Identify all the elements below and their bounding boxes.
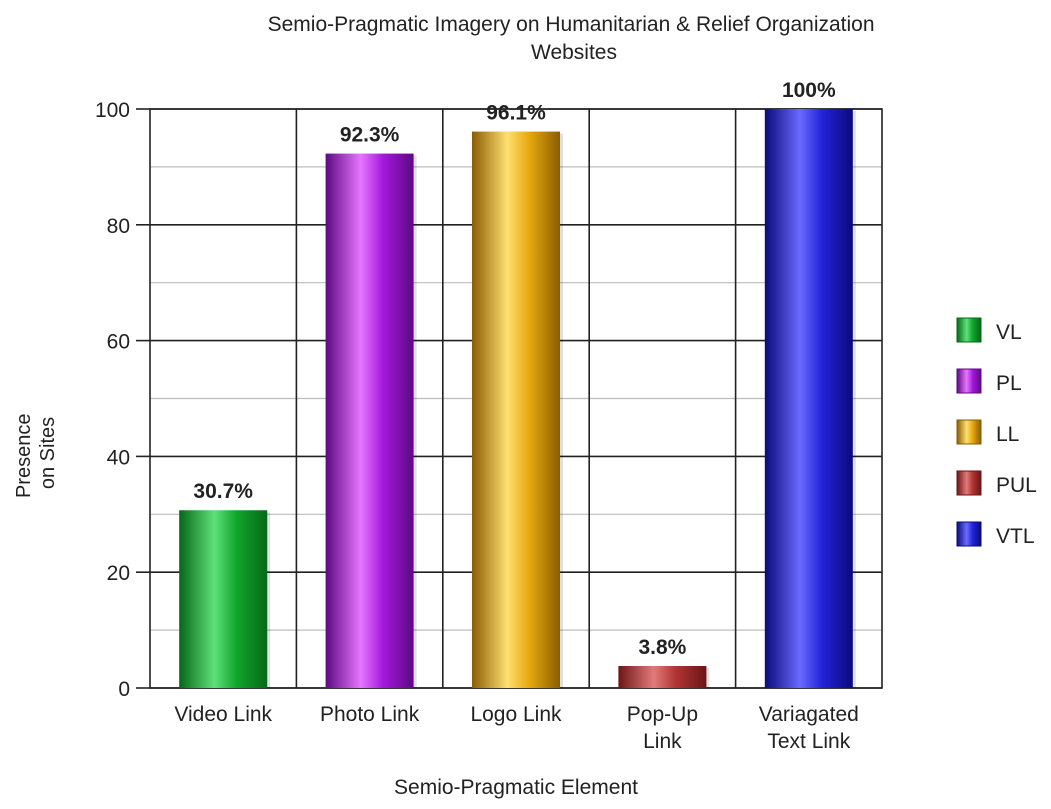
x-axis-label: Semio-Pragmatic Element xyxy=(394,776,638,799)
y-tick-label: 80 xyxy=(107,215,130,238)
chart-title-line-2: Websites xyxy=(531,41,617,64)
y-axis-label-line-2: on Sites xyxy=(37,417,59,489)
x-tick-label: Variagated xyxy=(759,703,859,726)
chart-title-line-1: Semio-Pragmatic Imagery on Humanitarian … xyxy=(268,13,875,36)
legend-swatch-pul xyxy=(956,470,982,496)
legend-label: VTL xyxy=(996,525,1035,548)
data-label: 30.7% xyxy=(193,480,253,503)
x-tick-label: Link xyxy=(643,730,682,753)
x-tick-label: Photo Link xyxy=(320,703,420,726)
axes: 0 20 40 60 80 100 Video Link Photo Link Logo Lin… xyxy=(95,99,859,753)
y-axis-label: Presence on Sites xyxy=(13,408,59,498)
bar-pl xyxy=(325,153,414,688)
y-tick-label: 100 xyxy=(95,99,130,122)
chart-title: Semio-Pragmatic Imagery on Humanitarian … xyxy=(268,13,881,64)
y-tick-label: 60 xyxy=(107,331,130,354)
legend-label: VL xyxy=(996,321,1022,344)
y-axis-label-line-1: Presence xyxy=(13,414,35,499)
y-tick-label: 0 xyxy=(118,678,130,701)
legend-swatch-pl xyxy=(956,368,982,394)
x-tick-label: Logo Link xyxy=(470,703,562,726)
y-tick-label: 20 xyxy=(107,562,130,585)
legend-swatch-vtl xyxy=(956,521,982,547)
data-label: 92.3% xyxy=(340,124,400,147)
legend: VL PL LL PUL VTL xyxy=(956,317,1037,548)
bar-vtl xyxy=(764,109,853,688)
bars: 30.7% 92.3% 96.1% 3.8% 100% xyxy=(179,79,856,688)
bar-ll xyxy=(472,131,560,688)
x-tick-label: Pop-Up xyxy=(627,703,698,726)
bar-vl xyxy=(179,510,268,688)
x-tick-label: Video Link xyxy=(174,703,272,726)
legend-label: LL xyxy=(996,423,1019,446)
data-label: 96.1% xyxy=(486,102,546,125)
x-tick-label: Text Link xyxy=(767,730,850,753)
legend-swatch-ll xyxy=(956,419,982,445)
legend-swatch-vl xyxy=(956,317,982,343)
y-tick-label: 40 xyxy=(107,446,130,469)
legend-label: PL xyxy=(996,372,1022,395)
data-label: 100% xyxy=(782,79,836,102)
legend-label: PUL xyxy=(996,474,1037,497)
data-label: 3.8% xyxy=(638,636,686,659)
bar-pul xyxy=(618,665,707,688)
